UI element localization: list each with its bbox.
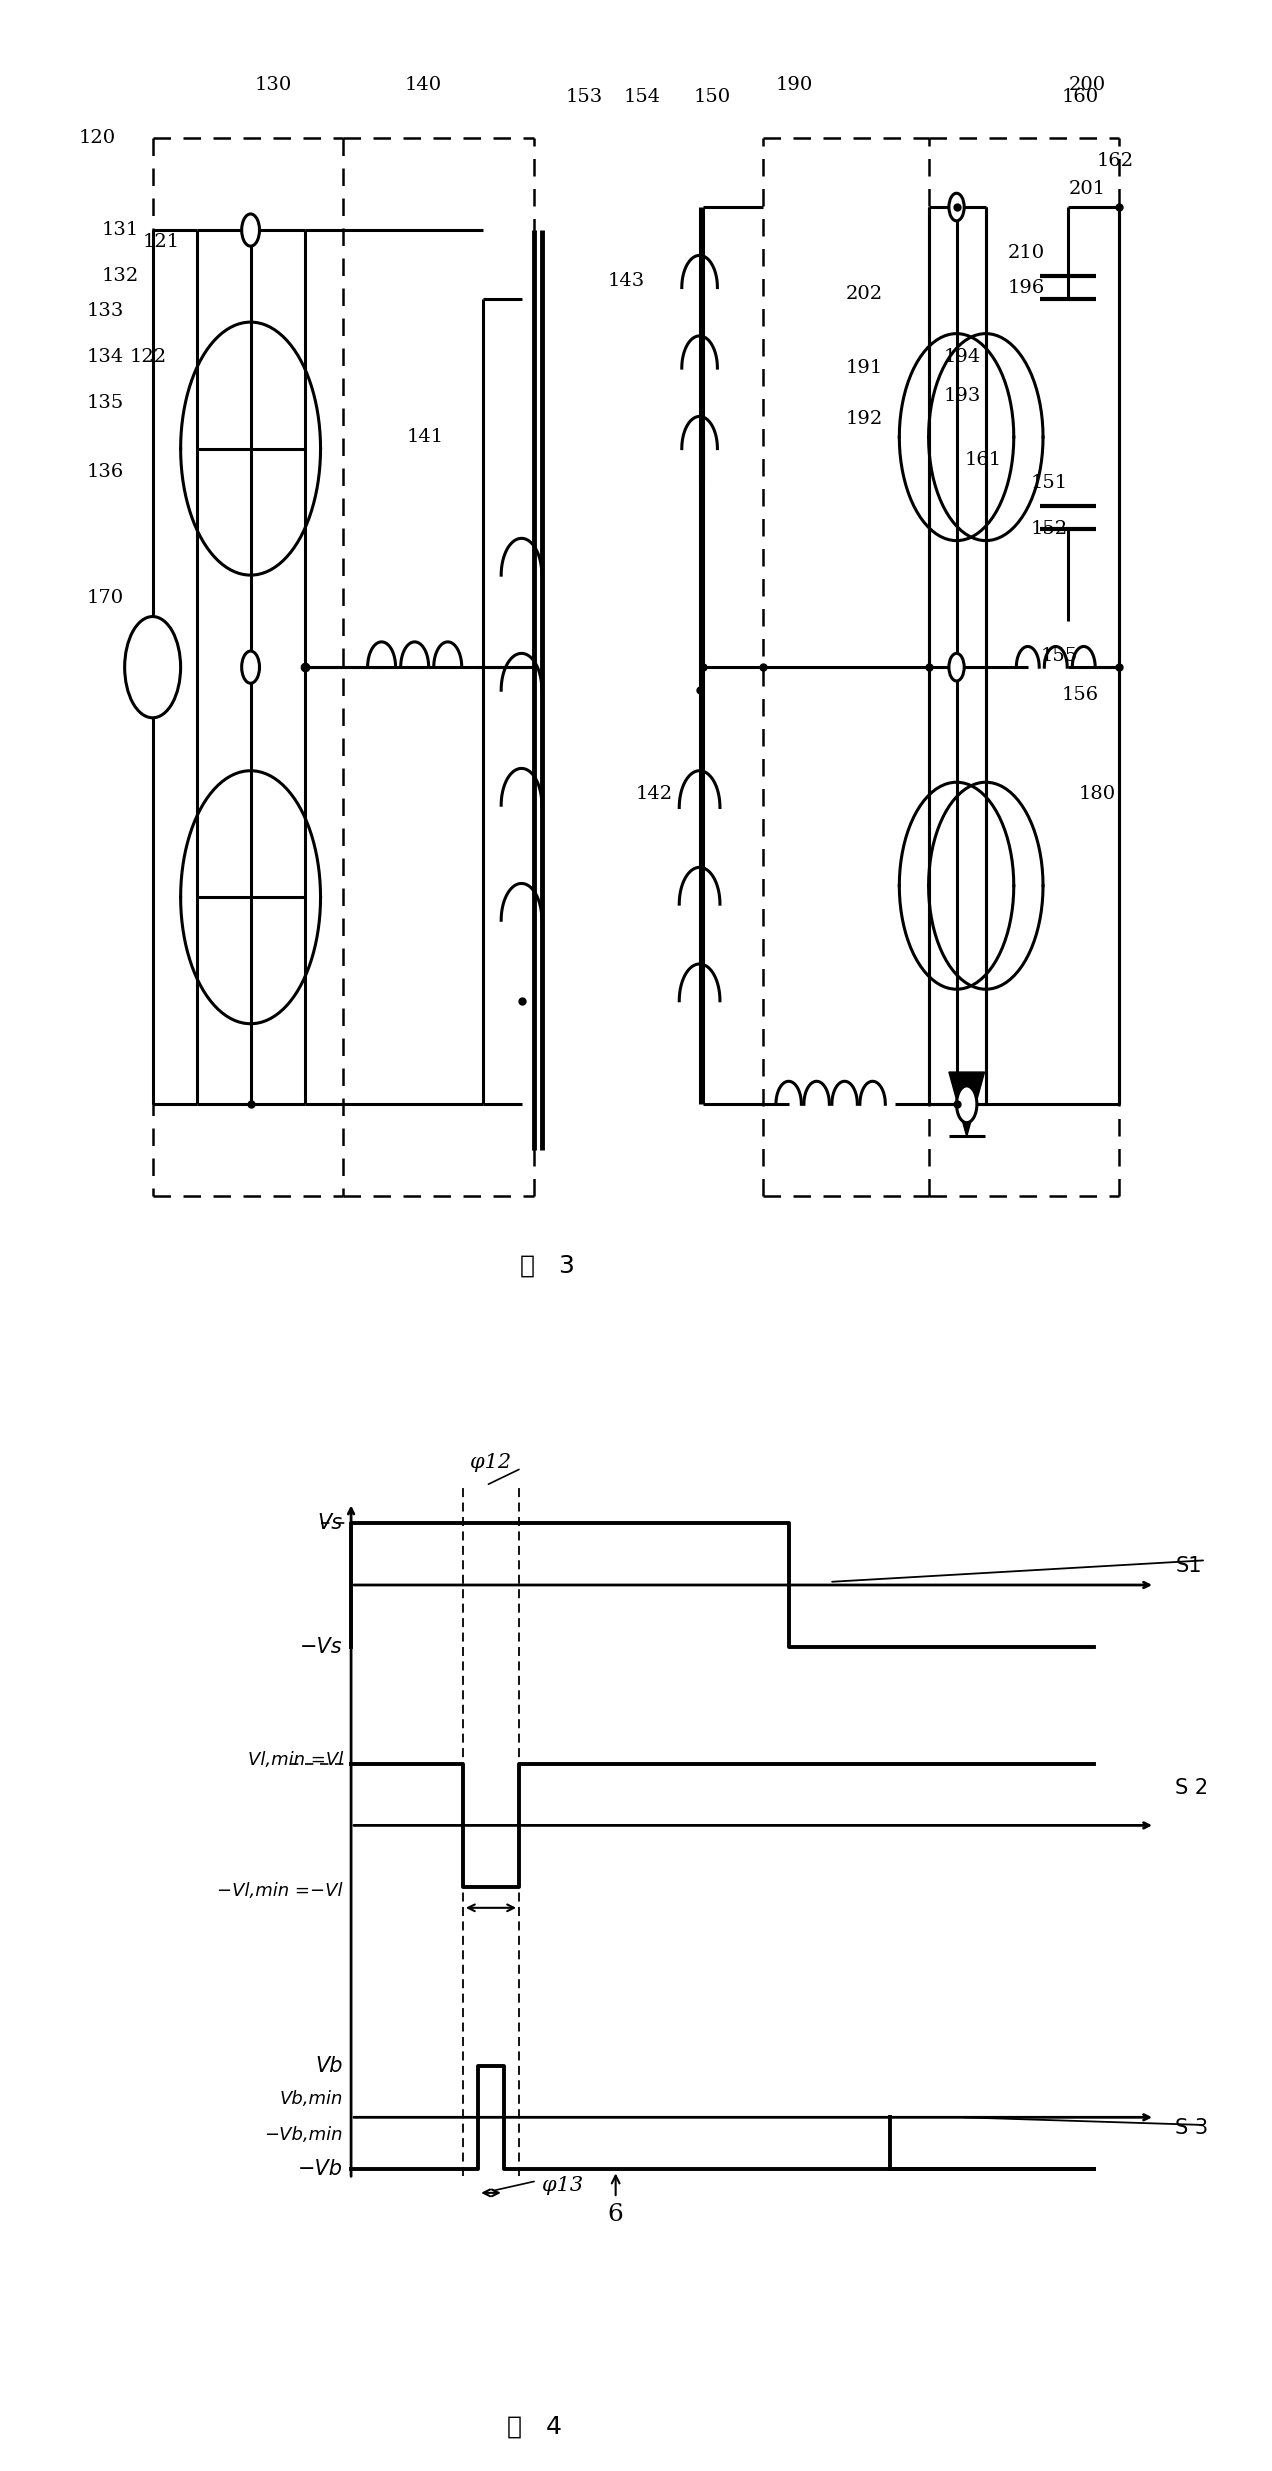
Circle shape [949, 652, 964, 682]
Circle shape [949, 193, 964, 220]
Text: 132: 132 [102, 267, 139, 284]
Text: Vs: Vs [318, 1512, 343, 1532]
Text: −Vb,min: −Vb,min [265, 2128, 343, 2145]
Text: 141: 141 [407, 427, 444, 447]
Text: 191: 191 [846, 358, 883, 378]
Text: Vl,min =Vl: Vl,min =Vl [248, 1752, 343, 1769]
Text: S1: S1 [1175, 1557, 1202, 1576]
Text: 6: 6 [608, 2204, 623, 2226]
Text: 120: 120 [79, 128, 116, 148]
Text: 151: 151 [1030, 474, 1067, 492]
Text: 135: 135 [86, 393, 123, 413]
Text: 196: 196 [1007, 279, 1044, 297]
Text: 136: 136 [86, 462, 123, 482]
Text: −Vb: −Vb [298, 2160, 343, 2179]
Circle shape [125, 618, 181, 717]
Text: φ13: φ13 [542, 2177, 583, 2197]
Text: 140: 140 [404, 77, 441, 94]
Text: 121: 121 [142, 232, 179, 250]
Text: 153: 153 [566, 86, 603, 106]
Text: 图   3: 图 3 [519, 1253, 575, 1278]
Text: 142: 142 [636, 786, 673, 803]
Text: 130: 130 [254, 77, 291, 94]
Text: Vb,min: Vb,min [280, 2090, 343, 2108]
Circle shape [242, 650, 259, 684]
Text: 161: 161 [964, 452, 1001, 469]
Text: 152: 152 [1030, 519, 1067, 539]
Text: 193: 193 [944, 385, 981, 405]
Text: 155: 155 [1040, 647, 1077, 665]
Text: 190: 190 [776, 77, 813, 94]
Circle shape [957, 1085, 977, 1122]
Text: 194: 194 [944, 348, 981, 366]
Text: −Vs: −Vs [300, 1636, 343, 1658]
Polygon shape [949, 1072, 985, 1137]
Text: 180: 180 [1079, 786, 1116, 803]
Text: 162: 162 [1096, 153, 1133, 170]
Text: 200: 200 [1068, 77, 1105, 94]
Text: 131: 131 [102, 220, 139, 240]
Text: 202: 202 [846, 287, 883, 304]
Text: 143: 143 [608, 272, 645, 289]
Text: 210: 210 [1007, 245, 1044, 262]
Text: S 3: S 3 [1175, 2118, 1208, 2137]
Text: 156: 156 [1062, 687, 1099, 704]
Text: 134: 134 [86, 348, 123, 366]
Text: 150: 150 [693, 86, 730, 106]
Text: Vb: Vb [315, 2056, 343, 2076]
Text: 170: 170 [86, 588, 123, 608]
Text: φ12: φ12 [471, 1453, 511, 1473]
Text: 192: 192 [846, 410, 883, 427]
Text: −Vl,min =−Vl: −Vl,min =−Vl [218, 1880, 343, 1900]
Text: 201: 201 [1068, 180, 1105, 198]
Text: 图   4: 图 4 [506, 2414, 562, 2439]
Circle shape [242, 215, 259, 247]
Text: 160: 160 [1062, 86, 1099, 106]
Text: 133: 133 [86, 301, 123, 319]
Text: 122: 122 [130, 348, 167, 366]
Text: S 2: S 2 [1175, 1779, 1208, 1799]
Text: 154: 154 [623, 86, 660, 106]
